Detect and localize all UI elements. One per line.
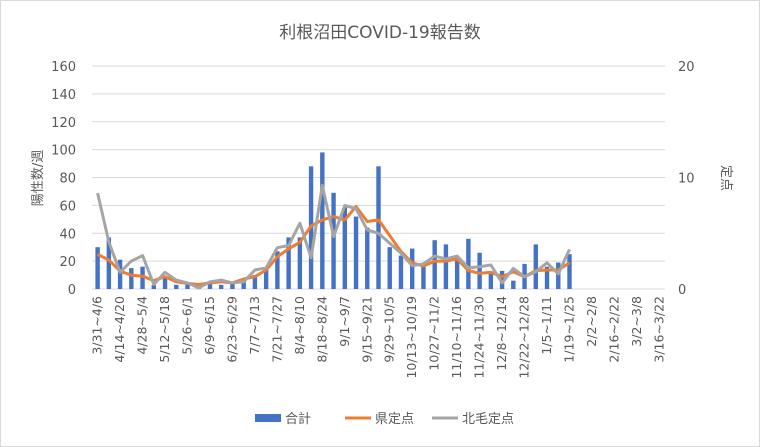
bar: [331, 192, 336, 289]
bar: [511, 280, 516, 289]
x-tick-label: 10/13~10/19: [404, 296, 419, 379]
bar: [297, 237, 303, 289]
x-tick-label: 6/9~6/15: [202, 296, 217, 355]
x-tick-label: 3/31~4/6: [90, 296, 105, 355]
bar: [432, 240, 437, 289]
x-tick-label: 5/12~5/18: [157, 296, 172, 363]
x-tick-label: 4/14~4/20: [112, 296, 127, 363]
x-tick-label: 4/28~5/4: [135, 296, 150, 355]
bar: [421, 266, 426, 289]
x-tick-label: 2/2~2/8: [584, 296, 599, 347]
bar: [129, 268, 134, 289]
x-tick-label: 7/21~7/27: [269, 296, 284, 363]
y2-tick-label: 0: [678, 283, 686, 298]
bar: [398, 255, 404, 289]
x-tick-label: 12/8~12/14: [494, 296, 509, 371]
series-line-2: [96, 183, 571, 290]
x-tick-label: 5/26~6/1: [180, 296, 195, 355]
bar: [151, 284, 156, 289]
bar: [342, 206, 347, 289]
x-tick-label: 11/24~11/30: [472, 296, 487, 379]
bar: [230, 282, 235, 289]
legend-label: 北毛定点: [462, 412, 514, 427]
y-tick-label: 100: [51, 144, 76, 159]
y-tick-label: 140: [51, 88, 76, 103]
x-tick-label: 11/10~11/16: [449, 296, 464, 379]
bar: [252, 275, 258, 289]
bar: [207, 282, 213, 289]
bar: [117, 259, 123, 289]
bar: [140, 266, 145, 289]
y2-axis-label: 定点: [718, 165, 733, 191]
y-axis-label: 陽性数/週: [31, 150, 46, 206]
x-tick-label: 12/22~12/28: [517, 296, 532, 379]
bar: [286, 237, 291, 289]
bar: [410, 248, 415, 289]
bar: [219, 284, 224, 289]
bar: [488, 272, 494, 289]
y-tick-label: 160: [51, 60, 76, 75]
bar: [185, 282, 190, 289]
bar: [263, 269, 269, 289]
bar: [454, 256, 460, 289]
x-tick-label: 2/16~2/22: [606, 296, 621, 363]
bar: [387, 247, 392, 289]
chart-title: 利根沼田COVID-19報告数: [279, 23, 480, 43]
y2-tick-label: 10: [678, 172, 695, 187]
x-tick-label: 9/29~10/5: [382, 296, 397, 363]
y-tick-label: 0: [68, 283, 76, 298]
bar: [162, 276, 168, 289]
bar: [477, 252, 482, 289]
bar: [106, 237, 112, 289]
y-tick-label: 80: [59, 172, 76, 187]
legend-label: 合計: [285, 411, 311, 427]
bar: [275, 251, 280, 289]
bar: [556, 262, 561, 289]
x-tick-label: 1/19~1/25: [562, 296, 577, 363]
bar: [567, 254, 572, 289]
y-tick-label: 60: [59, 199, 76, 214]
y2-tick-label: 20: [678, 60, 695, 75]
x-tick-label: 3/2~3/8: [629, 296, 644, 347]
y-tick-label: 40: [59, 227, 76, 242]
x-tick-label: 8/4~8/10: [292, 296, 307, 355]
bar: [499, 270, 505, 289]
bar: [174, 284, 179, 289]
bar: [353, 216, 359, 289]
bar: [95, 247, 100, 289]
x-tick-label: 3/16~3/22: [651, 296, 666, 363]
x-tick-label: 7/7~7/13: [247, 296, 262, 355]
bar: [533, 244, 538, 289]
bar: [443, 244, 449, 289]
bar: [365, 227, 370, 289]
bar: [466, 238, 471, 289]
y-tick-label: 20: [59, 255, 76, 270]
y-tick-label: 120: [51, 116, 76, 131]
x-tick-label: 1/5~1/11: [539, 296, 554, 355]
bar: [376, 166, 381, 289]
bar: [544, 266, 550, 289]
x-tick-label: 10/27~11/2: [427, 296, 442, 371]
x-tick-label: 9/15~9/21: [359, 296, 374, 363]
legend-swatch: [255, 414, 281, 422]
x-tick-label: 6/23~6/29: [224, 296, 239, 363]
x-tick-label: 8/18~8/24: [314, 296, 329, 363]
legend-label: 県定点: [375, 412, 414, 427]
bar: [241, 280, 246, 289]
x-tick-label: 9/1~9/7: [337, 296, 352, 347]
series-line-1: [96, 205, 571, 286]
